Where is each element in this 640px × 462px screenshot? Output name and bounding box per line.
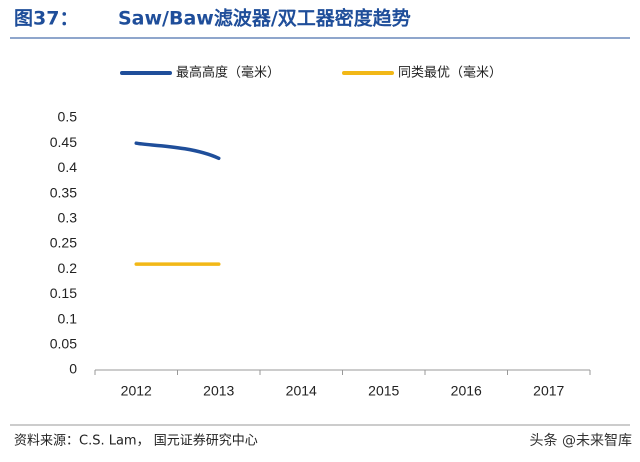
y-tick-label: 0.4 bbox=[58, 159, 78, 175]
x-tick-label: 2017 bbox=[533, 383, 564, 399]
source: 资料来源：C.S. Lam， 国元证券研究中心 bbox=[14, 433, 258, 449]
y-tick-label: 0.3 bbox=[58, 210, 78, 226]
x-tick-label: 2013 bbox=[203, 383, 234, 399]
y-tick-label: 0.15 bbox=[50, 285, 77, 301]
y-tick-label: 0.45 bbox=[50, 134, 77, 150]
y-tick-label: 0.1 bbox=[58, 310, 78, 326]
legend-label: 同类最优（毫米） bbox=[398, 65, 502, 81]
y-tick-label: 0.2 bbox=[58, 260, 78, 276]
line-series bbox=[134, 141, 221, 161]
y-tick-label: 0.35 bbox=[50, 184, 77, 200]
chart-title: Saw/Baw滤波器/双工器密度趋势 bbox=[118, 7, 411, 30]
y-tick-label: 0.5 bbox=[58, 109, 78, 125]
y-tick-label: 0.05 bbox=[50, 336, 77, 352]
x-tick-label: 2016 bbox=[451, 383, 482, 399]
y-tick-label: 0 bbox=[69, 361, 77, 377]
legend-label: 最高高度（毫米） bbox=[176, 65, 280, 81]
x-tick-label: 2015 bbox=[368, 383, 399, 399]
y-tick-label: 0.25 bbox=[50, 235, 77, 251]
x-tick-label: 2014 bbox=[286, 383, 317, 399]
watermark: 头条 @未来智库 bbox=[530, 432, 632, 449]
figure-label: 图37： bbox=[14, 8, 78, 30]
x-tick-label: 2012 bbox=[121, 383, 152, 399]
